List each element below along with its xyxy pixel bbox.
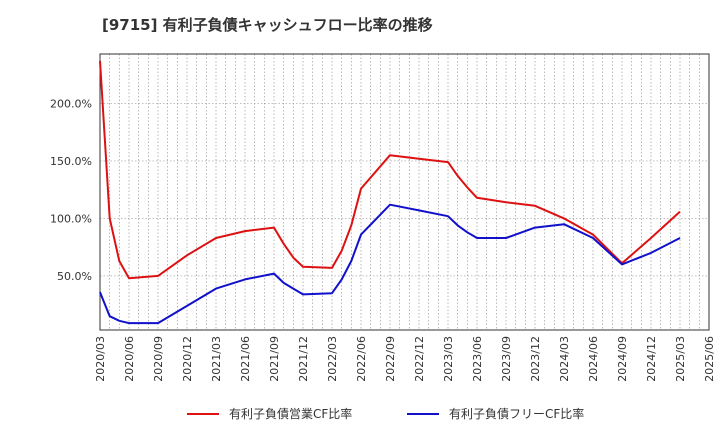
y-tick-label: 150.0% — [50, 155, 92, 168]
x-axis-ticks: 2020/03 2020/06 2020/09 2020/12 2021/03 2021/… — [94, 336, 716, 382]
y-tick-label: 200.0% — [50, 97, 92, 110]
series-line-operating-cf — [99, 60, 681, 280]
x-tick-label: 2023/06 — [471, 336, 484, 382]
x-tick-label: 2022/12 — [413, 336, 426, 382]
x-tick-label: 2022/09 — [384, 336, 397, 382]
x-tick-label: 2023/03 — [442, 336, 455, 382]
x-tick-label: 2025/03 — [674, 336, 687, 382]
y-axis-ticks: 50.0% 100.0% 150.0% 200.0% — [50, 97, 92, 283]
legend: 有利子負債営業CF比率 有利子負債フリーCF比率 — [187, 406, 584, 421]
x-tick-label: 2021/06 — [239, 336, 252, 382]
plot-area-frame — [99, 53, 710, 331]
x-tick-label: 2020/12 — [181, 336, 194, 382]
x-tick-label: 2024/09 — [616, 336, 629, 382]
x-tick-label: 2020/09 — [152, 336, 165, 382]
x-tick-label: 2024/06 — [587, 336, 600, 382]
series-lines — [99, 60, 681, 325]
x-tick-label: 2020/03 — [94, 336, 107, 382]
legend-label: 有利子負債営業CF比率 — [229, 406, 352, 421]
x-tick-label: 2021/09 — [268, 336, 281, 382]
x-tick-label: 2023/12 — [529, 336, 542, 382]
x-tick-label: 2020/06 — [123, 336, 136, 382]
y-tick-label: 100.0% — [50, 212, 92, 225]
chart-title: [9715] 有利子負債キャッシュフロー比率の推移 — [102, 16, 433, 34]
x-tick-label: 2021/12 — [297, 336, 310, 382]
x-tick-label: 2024/03 — [558, 336, 571, 382]
grid-lines — [100, 54, 709, 330]
legend-label: 有利子負債フリーCF比率 — [449, 406, 584, 421]
x-tick-label: 2022/03 — [326, 336, 339, 382]
x-tick-label: 2022/06 — [355, 336, 368, 382]
y-tick-label: 50.0% — [57, 270, 92, 283]
x-tick-label: 2025/06 — [703, 336, 716, 382]
x-tick-label: 2023/09 — [500, 336, 513, 382]
x-tick-label: 2024/12 — [645, 336, 658, 382]
x-tick-label: 2021/03 — [210, 336, 223, 382]
series-line-free-cf — [99, 203, 681, 325]
